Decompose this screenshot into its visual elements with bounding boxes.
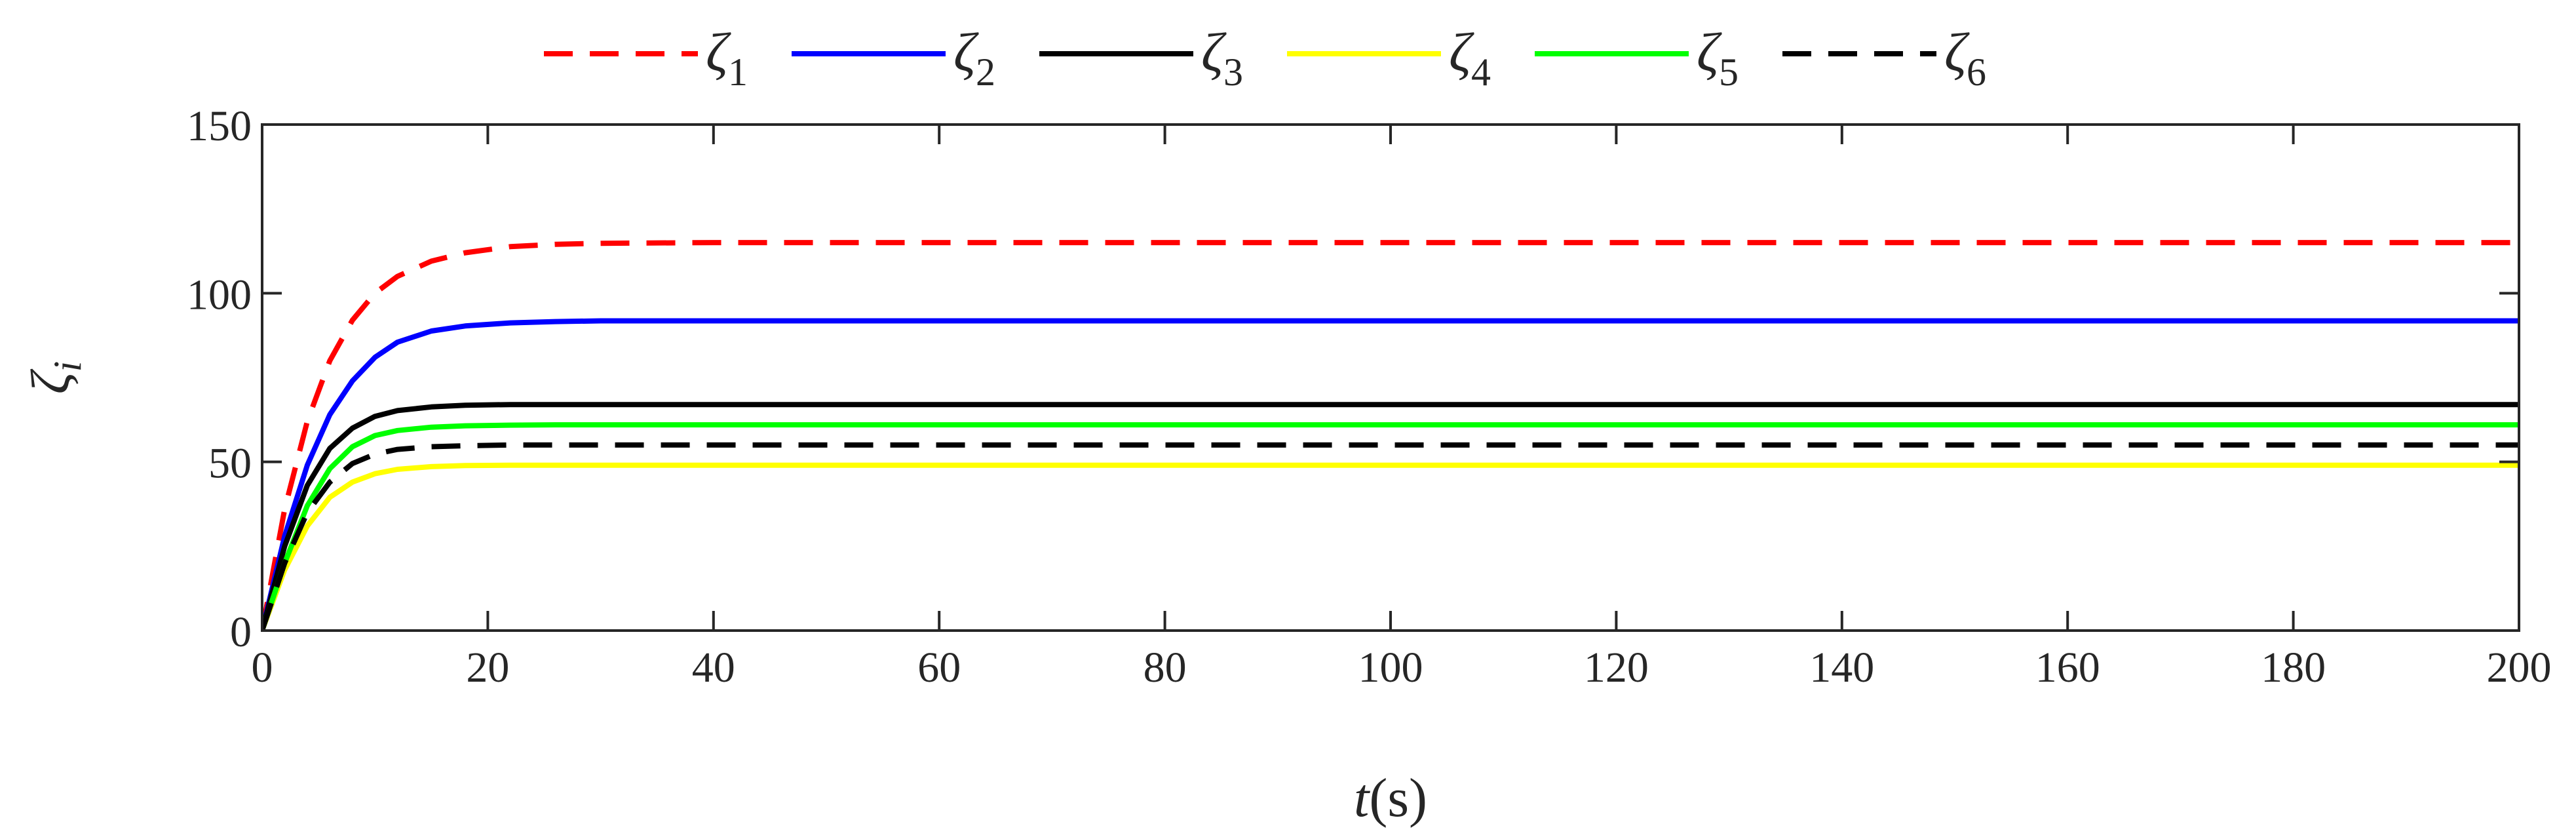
x-tick-label: 40 bbox=[692, 644, 735, 692]
x-tick-label: 180 bbox=[2261, 644, 2326, 692]
y-axis-label-var: ζ bbox=[20, 368, 81, 394]
series-line-2 bbox=[262, 318, 2519, 631]
x-axis-label-var: t bbox=[1354, 768, 1371, 829]
plot-area: 0 20 40 60 80 100 120 140 160 180 200 0 50 100 150 bbox=[187, 102, 2552, 692]
x-axis-label-unit: (s) bbox=[1369, 768, 1427, 829]
series-line-4 bbox=[262, 462, 2519, 631]
y-axis-label: ζi bbox=[20, 361, 89, 395]
y-tick-label: 50 bbox=[208, 440, 252, 488]
legend-entry-1: ζ1 bbox=[544, 22, 748, 94]
legend-entry-2: ζ2 bbox=[792, 22, 995, 94]
y-tick-label: 100 bbox=[187, 271, 252, 319]
x-tick-label: 120 bbox=[1584, 644, 1649, 692]
axes-box bbox=[261, 123, 2520, 632]
y-axis-label-sub: i bbox=[46, 361, 89, 372]
legend-entry-6: ζ6 bbox=[1782, 22, 1986, 94]
x-tick-label: 100 bbox=[1358, 644, 1423, 692]
legend-label: ζ5 bbox=[1697, 22, 1739, 94]
legend-label: ζ4 bbox=[1449, 22, 1491, 94]
series-layer bbox=[262, 240, 2519, 631]
legend-entry-3: ζ3 bbox=[1039, 22, 1243, 94]
series-line-1 bbox=[262, 240, 2519, 631]
x-tick-label: 60 bbox=[917, 644, 961, 692]
legend-label: ζ6 bbox=[1944, 22, 1986, 94]
x-axis: 0 20 40 60 80 100 120 140 160 180 200 bbox=[252, 125, 2552, 692]
legend-entry-5: ζ5 bbox=[1535, 22, 1739, 94]
x-tick-label: 80 bbox=[1144, 644, 1187, 692]
x-axis-label: t(s) bbox=[1354, 768, 1427, 829]
legend-label: ζ1 bbox=[706, 22, 748, 94]
series-line-3 bbox=[262, 402, 2519, 631]
y-tick-label: 0 bbox=[230, 608, 252, 656]
series-line-5 bbox=[262, 422, 2519, 631]
y-axis: 0 50 100 150 bbox=[187, 102, 2519, 656]
legend-entry-4: ζ4 bbox=[1287, 22, 1491, 94]
x-tick-label: 200 bbox=[2487, 644, 2552, 692]
legend: ζ1 ζ2 ζ3 ζ4 ζ5 ζ6 bbox=[544, 22, 1986, 94]
y-tick-label: 150 bbox=[187, 102, 252, 150]
series-line-6 bbox=[262, 442, 2519, 631]
x-tick-label: 140 bbox=[1809, 644, 1874, 692]
x-tick-label: 0 bbox=[252, 644, 273, 692]
x-tick-label: 160 bbox=[2035, 644, 2100, 692]
legend-label: ζ3 bbox=[1201, 22, 1243, 94]
legend-label: ζ2 bbox=[953, 22, 995, 94]
x-tick-label: 20 bbox=[466, 644, 509, 692]
